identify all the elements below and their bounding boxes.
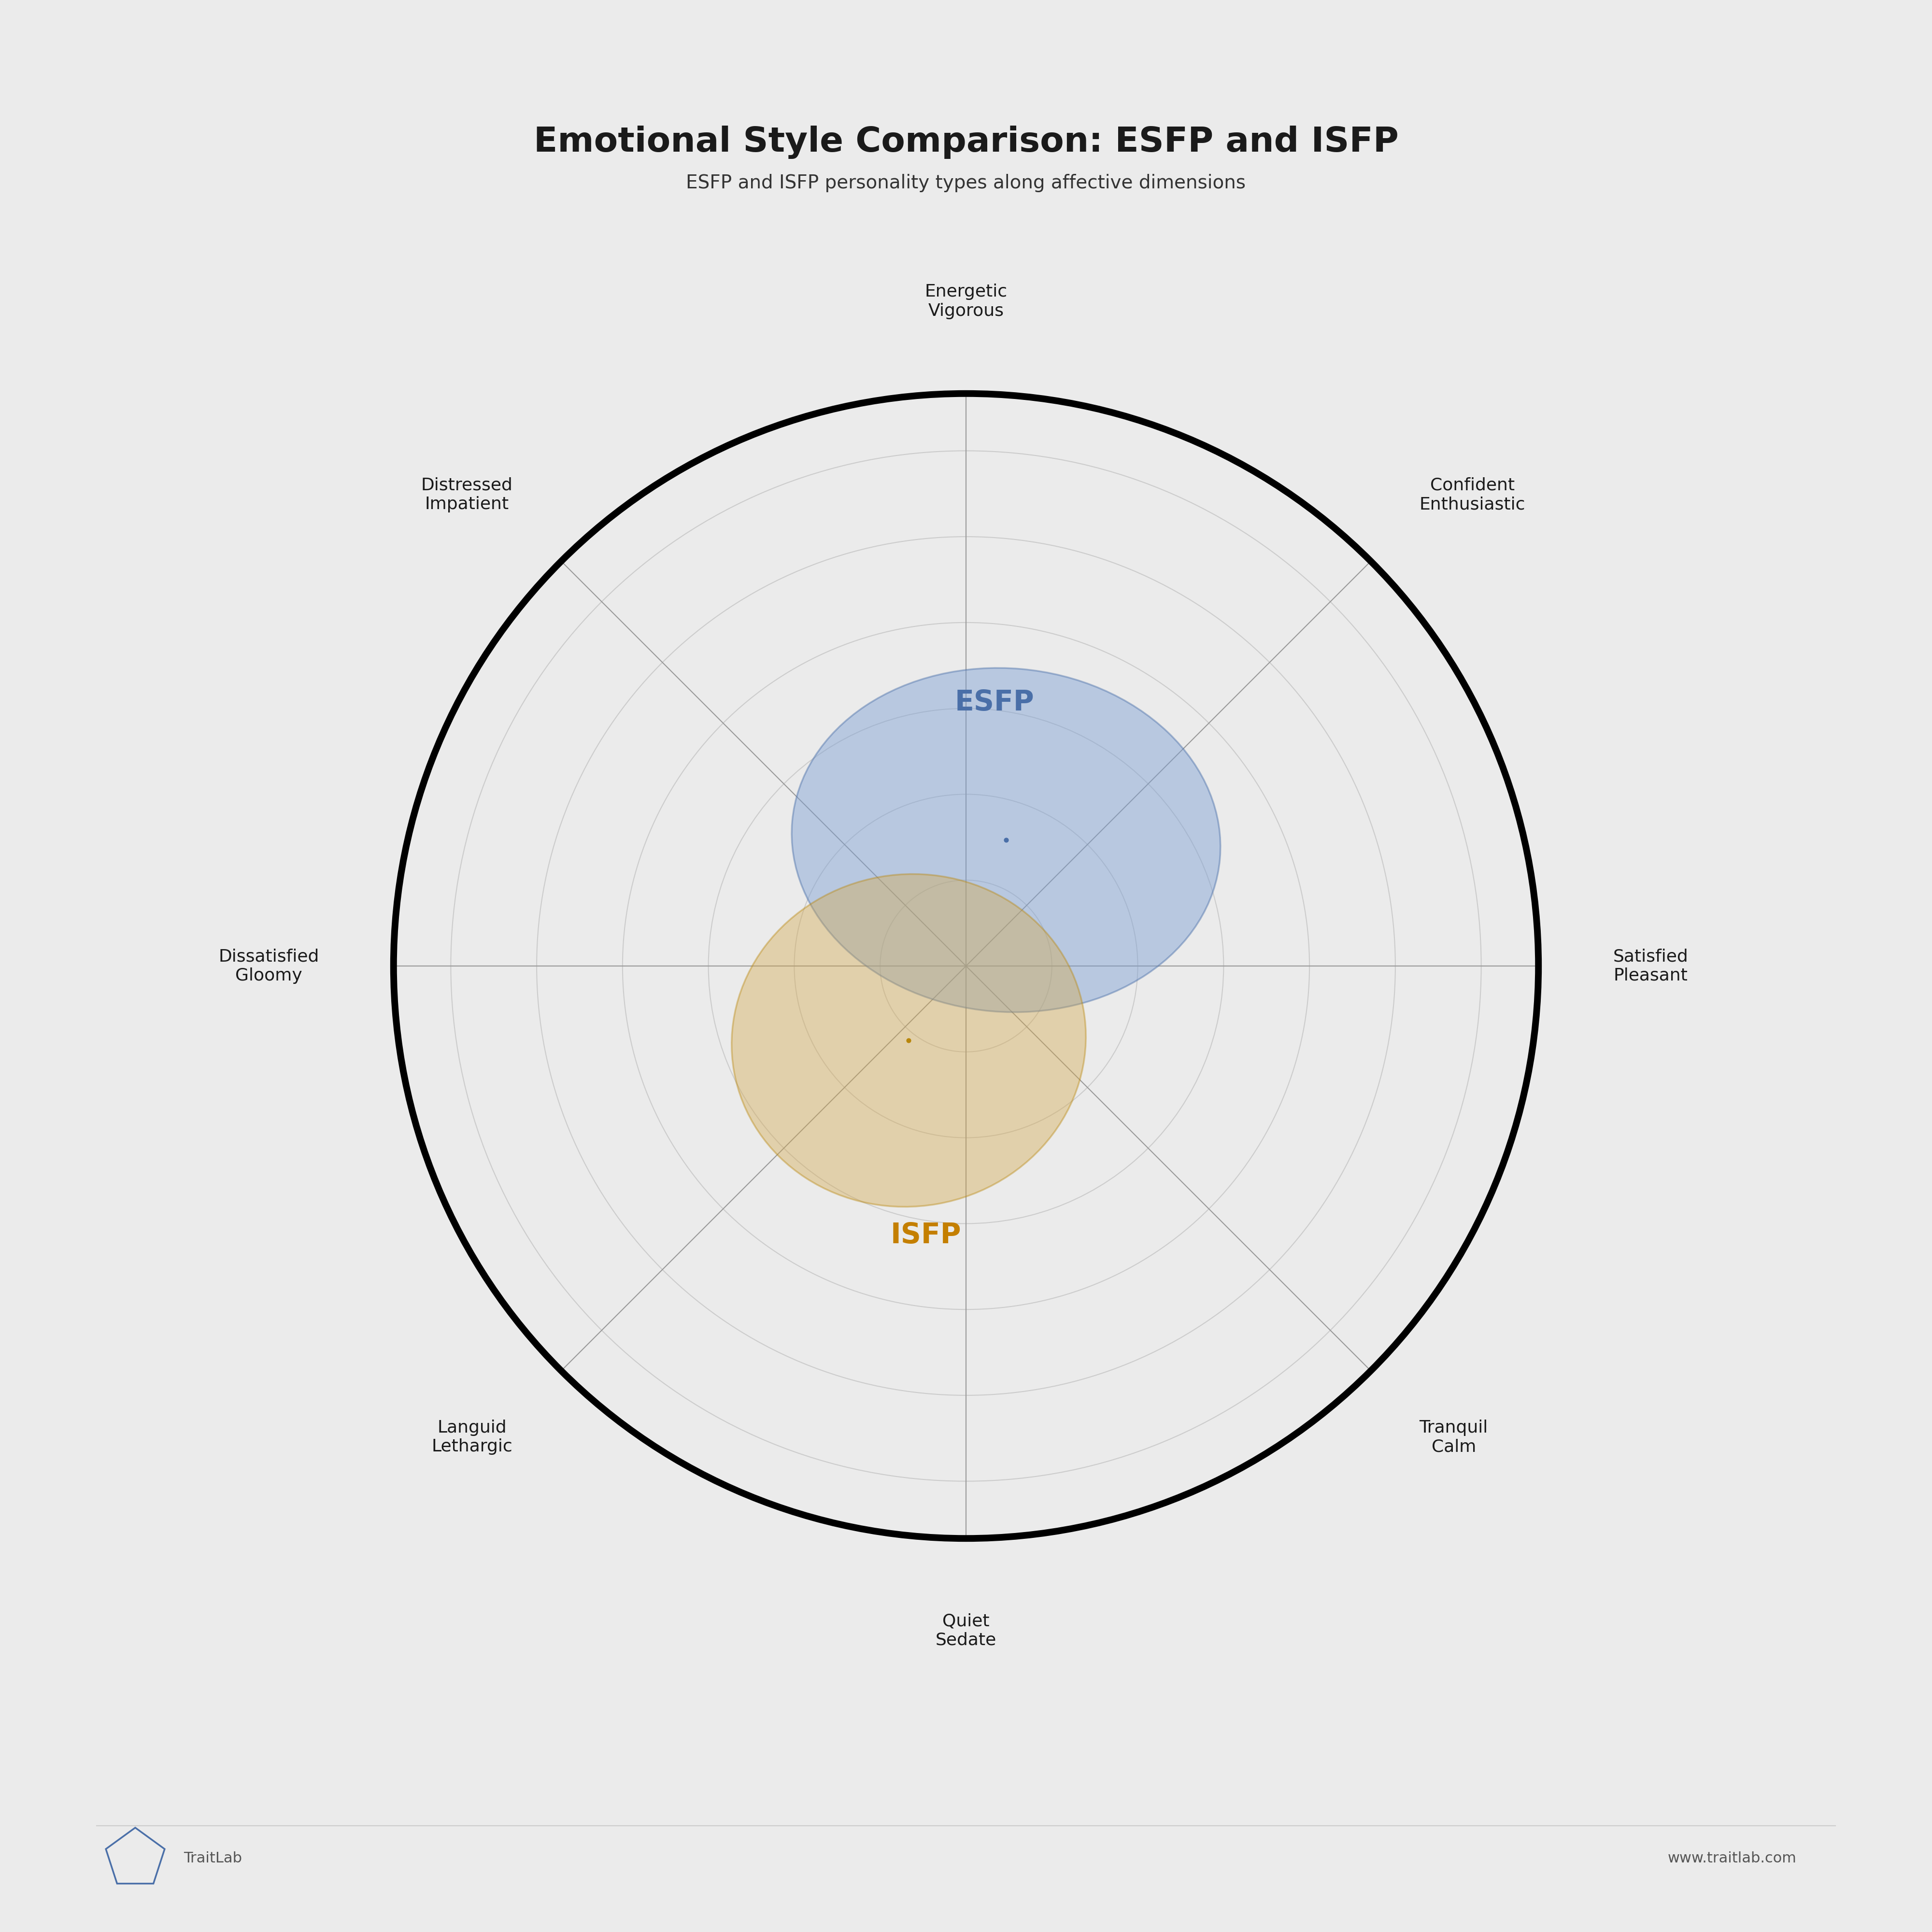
Point bbox=[991, 825, 1022, 856]
Text: TraitLab: TraitLab bbox=[184, 1851, 242, 1866]
Text: Confident
Enthusiastic: Confident Enthusiastic bbox=[1420, 477, 1526, 512]
Text: Distressed
Impatient: Distressed Impatient bbox=[421, 477, 512, 512]
Text: Languid
Lethargic: Languid Lethargic bbox=[431, 1420, 512, 1455]
Text: Satisfied
Pleasant: Satisfied Pleasant bbox=[1613, 949, 1689, 983]
Text: ESFP: ESFP bbox=[954, 690, 1034, 717]
Text: Dissatisfied
Gloomy: Dissatisfied Gloomy bbox=[218, 949, 319, 983]
Text: Emotional Style Comparison: ESFP and ISFP: Emotional Style Comparison: ESFP and ISF… bbox=[533, 126, 1399, 158]
Point bbox=[893, 1026, 923, 1057]
Text: ISFP: ISFP bbox=[891, 1221, 962, 1248]
Ellipse shape bbox=[732, 873, 1086, 1208]
Text: www.traitlab.com: www.traitlab.com bbox=[1667, 1851, 1797, 1866]
Text: ESFP and ISFP personality types along affective dimensions: ESFP and ISFP personality types along af… bbox=[686, 174, 1246, 193]
Text: Energetic
Vigorous: Energetic Vigorous bbox=[925, 284, 1007, 319]
Text: Tranquil
Calm: Tranquil Calm bbox=[1420, 1420, 1488, 1455]
Text: Quiet
Sedate: Quiet Sedate bbox=[935, 1613, 997, 1648]
Ellipse shape bbox=[792, 668, 1221, 1012]
